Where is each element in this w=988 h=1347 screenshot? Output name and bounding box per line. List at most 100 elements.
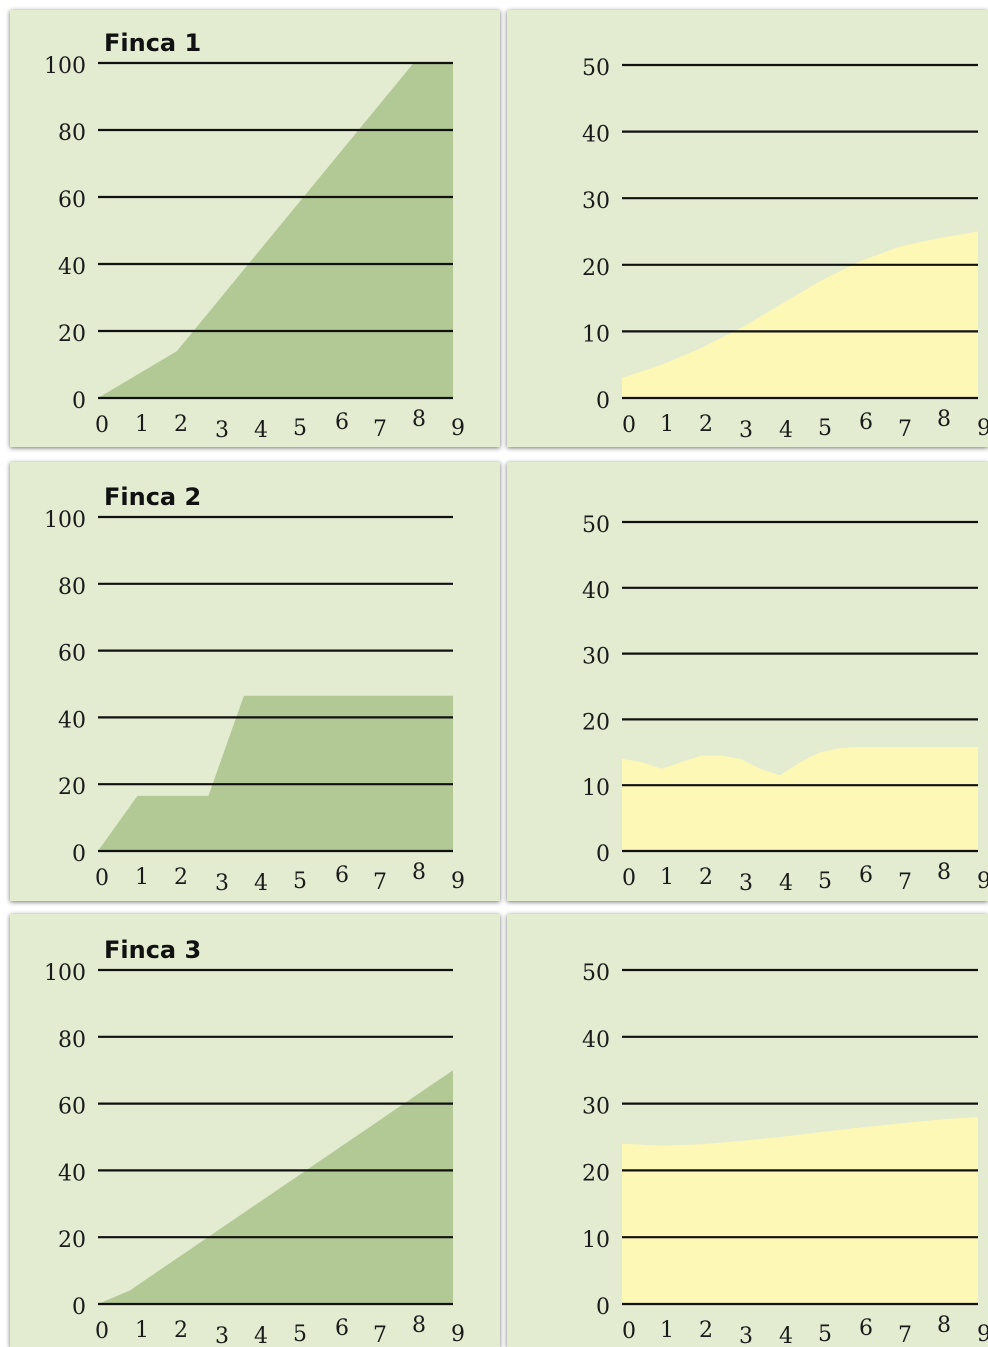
y-tick-label: 50	[582, 513, 610, 538]
y-tick-label: 40	[58, 708, 86, 733]
x-tick-label: 3	[215, 418, 229, 443]
x-tick-label: 1	[660, 1318, 674, 1343]
y-tick-label: 100	[44, 508, 86, 533]
y-tick-label: 60	[58, 642, 86, 667]
x-tick-label: 1	[660, 865, 674, 890]
y-tick-label: 100	[44, 961, 86, 986]
area-series	[98, 1070, 453, 1304]
x-tick-label: 9	[977, 416, 988, 441]
chart-title: Finca 3	[104, 936, 201, 964]
y-tick-label: 30	[582, 1095, 610, 1120]
x-tick-label: 6	[859, 410, 873, 435]
x-tick-label: 7	[373, 870, 387, 895]
y-tick-label: 20	[582, 256, 610, 281]
x-tick-label: 5	[293, 416, 307, 441]
y-tick-label: 0	[596, 389, 610, 414]
x-tick-label: 0	[95, 413, 109, 438]
y-tick-label: 20	[582, 1161, 610, 1186]
x-tick-label: 0	[95, 1319, 109, 1344]
x-tick-label: 7	[373, 1323, 387, 1347]
x-tick-label: 9	[451, 1322, 465, 1347]
x-tick-label: 9	[451, 416, 465, 441]
y-tick-label: 30	[582, 645, 610, 670]
chart-panel-3: 0 20 40 60 80 100 0 1 2 3 4 5 6 7 8 9 Finca 2	[10, 462, 500, 901]
x-tick-label: 8	[412, 407, 426, 432]
y-tick-label: 20	[58, 322, 86, 347]
y-tick-label: 10	[582, 1228, 610, 1253]
x-tick-label: 4	[779, 418, 793, 443]
y-tick-label: 0	[596, 1295, 610, 1320]
x-tick-label: 0	[622, 1319, 636, 1344]
x-tick-label: 2	[699, 1318, 713, 1343]
y-tick-label: 80	[58, 575, 86, 600]
x-tick-label: 7	[373, 417, 387, 442]
x-tick-label: 5	[293, 1322, 307, 1347]
y-tick-label: 80	[58, 121, 86, 146]
x-tick-label: 9	[977, 869, 988, 894]
y-tick-label: 10	[582, 322, 610, 347]
x-tick-label: 7	[898, 417, 912, 442]
x-tick-label: 2	[174, 412, 188, 437]
x-tick-label: 9	[451, 869, 465, 894]
x-tick-label: 1	[660, 412, 674, 437]
x-tick-label: 2	[174, 865, 188, 890]
y-tick-label: 60	[58, 188, 86, 213]
x-tick-label: 5	[818, 1322, 832, 1347]
x-tick-label: 8	[937, 860, 951, 885]
x-tick-label: 6	[335, 863, 349, 888]
y-tick-label: 20	[58, 775, 86, 800]
x-tick-label: 4	[254, 871, 268, 896]
x-tick-label: 9	[977, 1322, 988, 1347]
y-tick-label: 50	[582, 961, 610, 986]
x-tick-label: 3	[739, 1324, 753, 1347]
y-tick-label: 0	[72, 842, 86, 867]
x-tick-label: 6	[859, 863, 873, 888]
x-tick-label: 3	[739, 418, 753, 443]
x-tick-label: 6	[335, 410, 349, 435]
x-tick-label: 8	[412, 1313, 426, 1338]
area-series	[98, 695, 453, 851]
y-tick-label: 50	[582, 56, 610, 81]
x-tick-label: 6	[859, 1316, 873, 1341]
y-tick-label: 60	[58, 1095, 86, 1120]
chart-panel-1: 0 20 40 60 80 100 0 1 2 3 4 5 6 7 8 9 Finca 1	[10, 10, 500, 447]
x-tick-label: 4	[779, 1324, 793, 1347]
x-tick-label: 1	[135, 412, 149, 437]
y-tick-label: 80	[58, 1028, 86, 1053]
x-tick-label: 8	[937, 407, 951, 432]
y-tick-label: 0	[72, 1295, 86, 1320]
x-tick-label: 8	[937, 1313, 951, 1338]
x-tick-label: 8	[412, 860, 426, 885]
chart-title: Finca 1	[104, 29, 201, 57]
y-tick-label: 40	[58, 1161, 86, 1186]
x-tick-label: 5	[818, 416, 832, 441]
y-tick-label: 40	[58, 255, 86, 280]
area-series	[622, 1117, 978, 1304]
x-tick-label: 2	[699, 865, 713, 890]
x-tick-label: 7	[898, 1323, 912, 1347]
y-tick-label: 100	[44, 54, 86, 79]
x-tick-label: 4	[254, 418, 268, 443]
x-tick-label: 3	[215, 1324, 229, 1347]
y-tick-label: 40	[582, 1028, 610, 1053]
x-tick-label: 2	[699, 412, 713, 437]
x-tick-label: 1	[135, 1318, 149, 1343]
y-tick-label: 20	[58, 1228, 86, 1253]
area-series	[622, 747, 978, 851]
x-tick-label: 5	[293, 869, 307, 894]
y-tick-label: 40	[582, 579, 610, 604]
x-tick-label: 6	[335, 1316, 349, 1341]
y-tick-label: 0	[596, 842, 610, 867]
x-tick-label: 0	[95, 866, 109, 891]
x-tick-label: 2	[174, 1318, 188, 1343]
chart-title: Finca 2	[104, 483, 201, 511]
x-tick-label: 0	[622, 866, 636, 891]
x-tick-label: 0	[622, 413, 636, 438]
y-tick-label: 10	[582, 776, 610, 801]
area-series	[98, 63, 453, 398]
y-tick-label: 40	[582, 123, 610, 148]
